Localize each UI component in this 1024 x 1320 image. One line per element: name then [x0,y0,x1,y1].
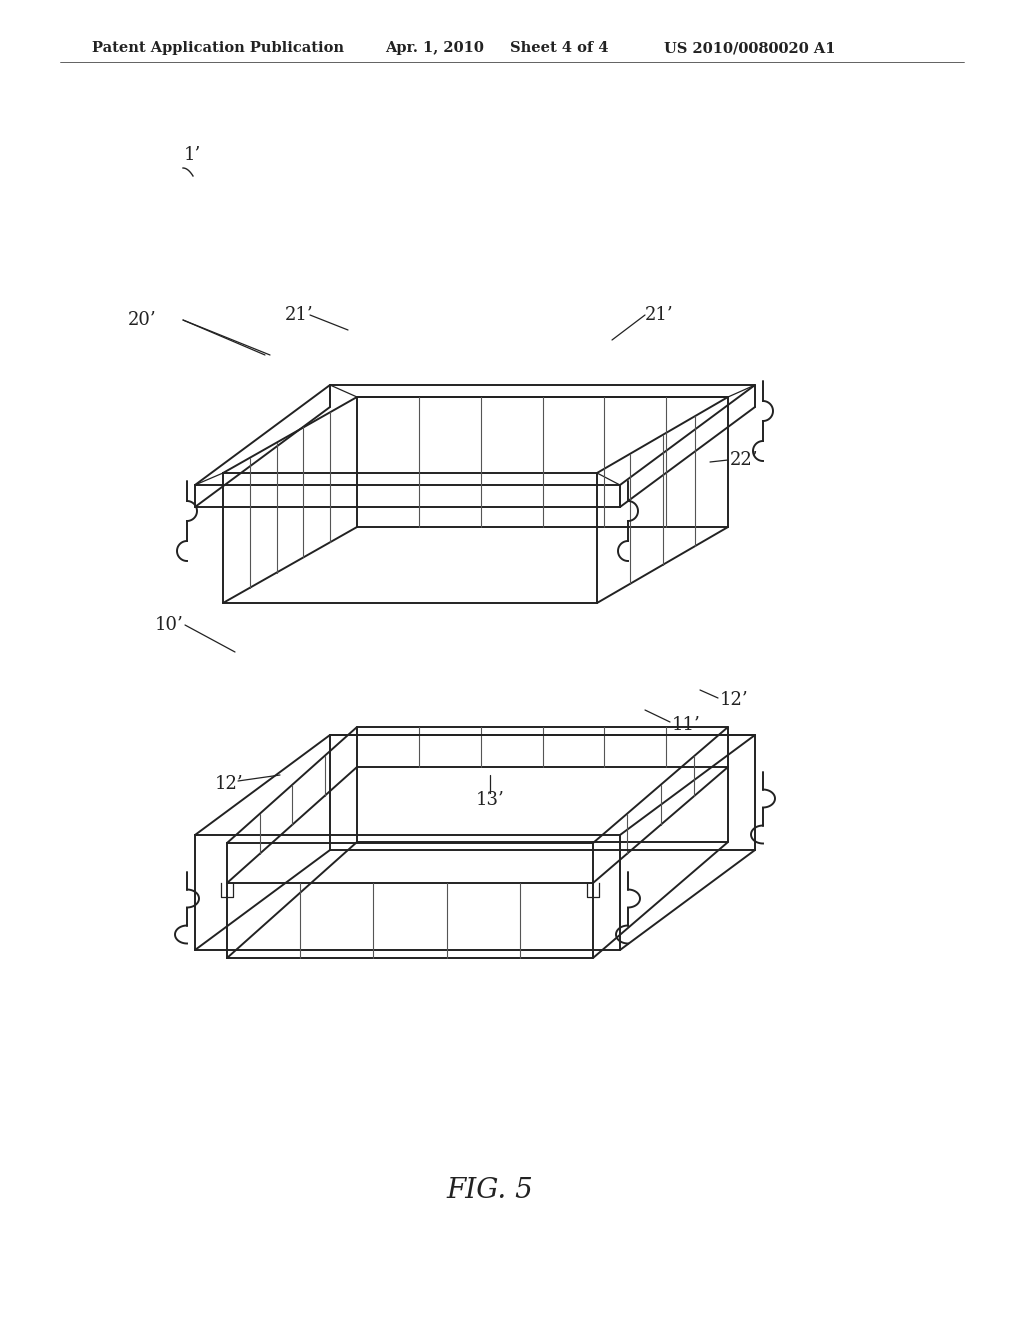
Text: 22’: 22’ [730,451,759,469]
Text: 20’: 20’ [128,312,157,329]
Text: 11’: 11’ [672,715,700,734]
Text: 1’: 1’ [183,147,201,164]
Text: 12’: 12’ [215,775,244,793]
Text: 12’: 12’ [720,690,749,709]
Text: 21’: 21’ [645,306,674,323]
Text: 13’: 13’ [475,791,505,809]
Text: Apr. 1, 2010: Apr. 1, 2010 [385,41,484,55]
Text: 10’: 10’ [155,616,184,634]
Text: Sheet 4 of 4: Sheet 4 of 4 [510,41,608,55]
Text: US 2010/0080020 A1: US 2010/0080020 A1 [664,41,836,55]
Text: Patent Application Publication: Patent Application Publication [92,41,344,55]
Text: FIG. 5: FIG. 5 [446,1176,534,1204]
Text: 21’: 21’ [285,306,313,323]
